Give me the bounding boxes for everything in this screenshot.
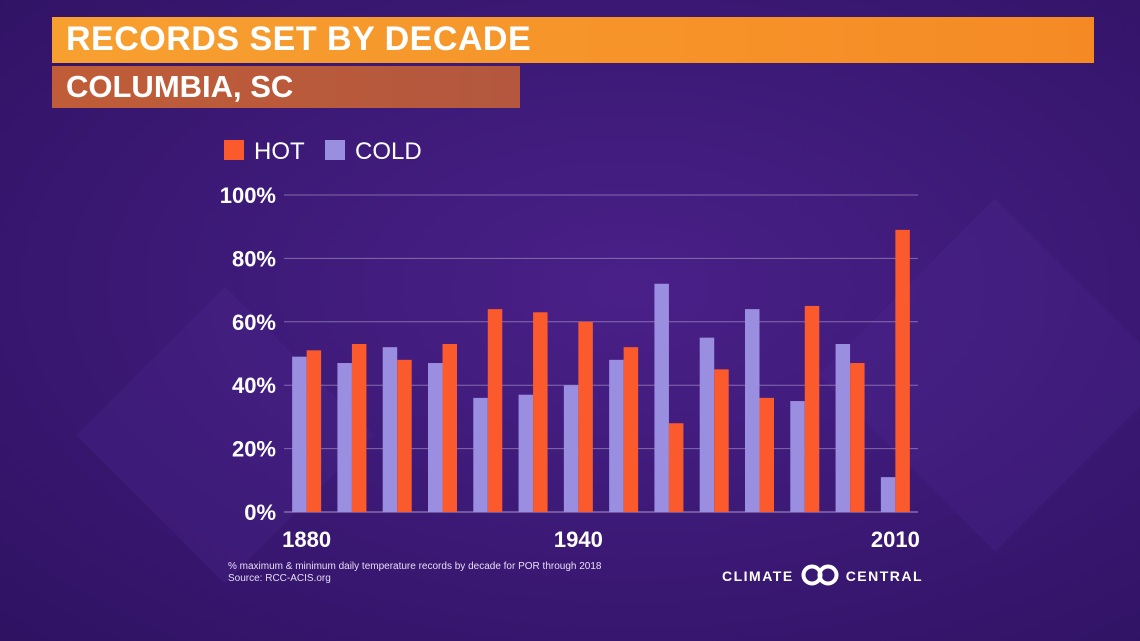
bar-hot	[804, 305, 820, 512]
bar-cold	[563, 385, 579, 512]
bar-hot	[714, 369, 729, 512]
subtitle-bar	[52, 66, 520, 108]
page-title: RECORDS SET BY DECADE	[66, 20, 532, 58]
bar-hot	[895, 229, 910, 512]
footnote: % maximum & minimum daily temperature re…	[228, 561, 602, 585]
bar-hot	[351, 343, 367, 512]
legend-label-cold: COLD	[355, 138, 422, 165]
bar-cold	[473, 397, 488, 512]
bar-cold	[428, 363, 443, 512]
bar-cold	[518, 394, 534, 512]
y-tick-label: 40%	[232, 373, 276, 398]
y-tick-label: 20%	[232, 437, 276, 462]
x-tick-label: 1940	[554, 527, 603, 552]
page-subtitle: COLUMBIA, SC	[66, 69, 294, 104]
bar-hot	[487, 309, 503, 512]
legend-swatch-cold	[325, 140, 345, 160]
y-tick-label: 80%	[232, 246, 276, 271]
bar-cold	[337, 363, 352, 512]
x-tick-label: 2010	[871, 527, 920, 552]
bar-hot	[850, 363, 865, 512]
bar-cold	[790, 401, 805, 512]
bar-hot	[442, 343, 457, 512]
bar-hot	[533, 312, 548, 512]
linked-rings-icon	[800, 564, 840, 589]
climate-central-logo: CLIMATE CENTRAL	[722, 564, 924, 589]
bar-hot	[397, 359, 412, 512]
bar-cold	[745, 309, 760, 512]
x-tick-label: 1880	[282, 527, 331, 552]
legend-swatch-hot	[224, 140, 244, 160]
bar-hot	[668, 423, 684, 512]
bar-cold	[609, 359, 624, 512]
legend-label-hot: HOT	[254, 138, 305, 165]
bar-cold	[699, 337, 715, 512]
brand-text-right: CENTRAL	[845, 568, 924, 584]
bar-hot	[578, 321, 593, 512]
y-tick-label: 0%	[244, 500, 276, 525]
y-tick-label: 60%	[232, 310, 276, 335]
bar-hot	[306, 350, 322, 512]
bar-cold	[835, 343, 851, 512]
footnote-source: Source: RCC-ACIS.org	[228, 573, 331, 584]
bar-cold	[654, 283, 669, 512]
bar-hot	[759, 397, 774, 512]
title-bar	[52, 17, 1094, 63]
brand-text-left: CLIMATE	[722, 568, 794, 584]
bar-cold	[382, 347, 398, 512]
bar-cold	[292, 356, 307, 512]
footnote-line-1: % maximum & minimum daily temperature re…	[228, 561, 602, 572]
bar-cold	[880, 477, 896, 512]
bar-hot	[623, 347, 639, 512]
y-tick-label: 100%	[220, 183, 276, 208]
